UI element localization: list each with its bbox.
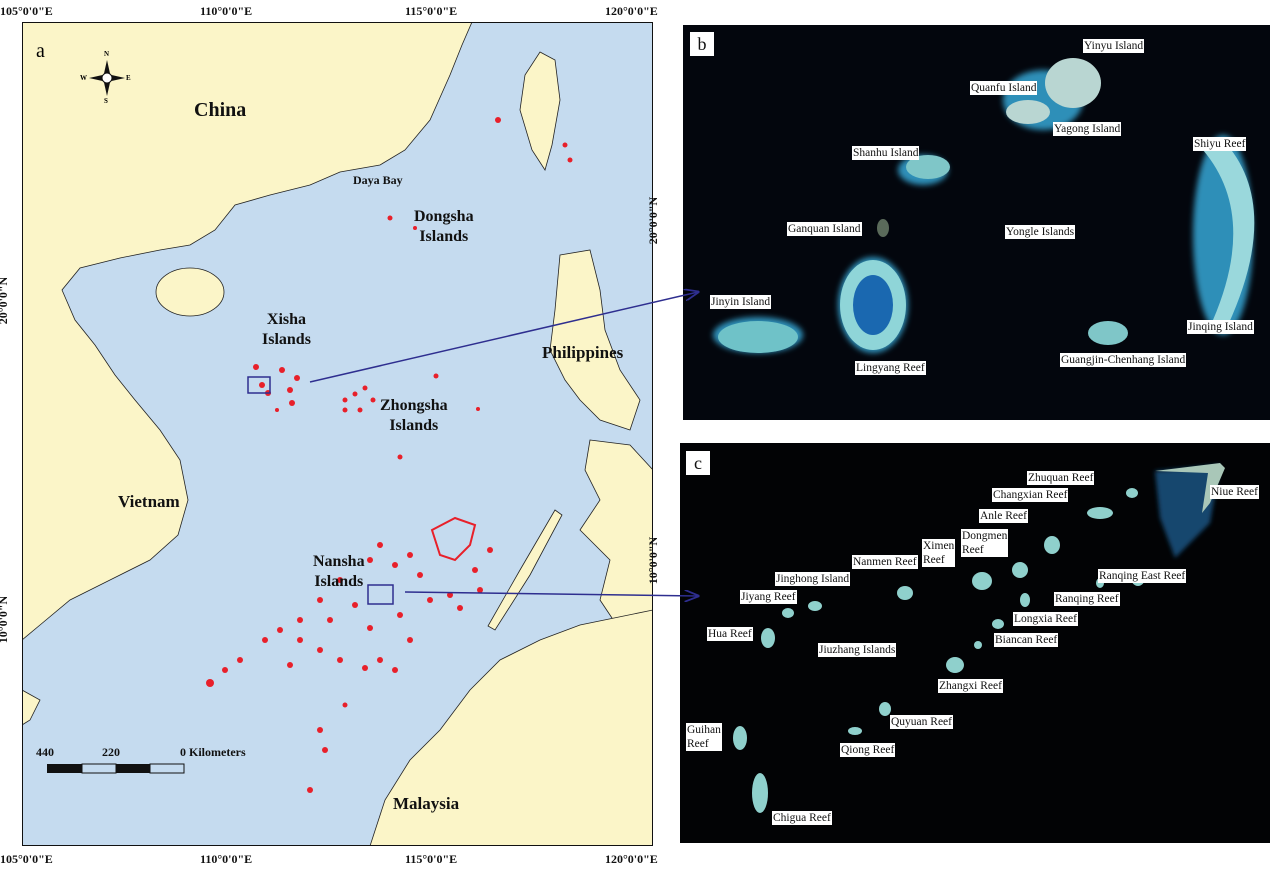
label-xisha: Xisha Islands xyxy=(262,311,311,348)
label-qiong-reef: Qiong Reef xyxy=(840,743,896,757)
xisha-selection-box xyxy=(247,376,271,394)
lat-tick-left-10: 10°0'0"N xyxy=(0,595,11,644)
label-dongmen-reef: Dongmen Reef xyxy=(961,529,1009,557)
lon-tick-bottom-115: 115°0'0"E xyxy=(405,852,458,866)
label-chigua-reef: Chigua Reef xyxy=(772,811,832,825)
label-zhangxi-reef: Zhangxi Reef xyxy=(938,679,1003,693)
panel-b-satellite-image: b Yinyu Island Quanfu Island Yagong Isla… xyxy=(683,25,1270,420)
compass-s: S xyxy=(104,97,108,105)
panel-c-satellite-image: c Zhuquan Reef Niue Reef Changxian Reef … xyxy=(680,443,1270,843)
label-yinyu-island: Yinyu Island xyxy=(1083,39,1145,53)
label-zhuquan-reef: Zhuquan Reef xyxy=(1027,471,1095,485)
label-china: China xyxy=(194,99,247,121)
cambodia-coast xyxy=(22,689,41,726)
compass-e: E xyxy=(126,74,131,82)
label-dongsha: Dongsha Islands xyxy=(414,208,474,245)
label-quanfu-island: Quanfu Island xyxy=(970,81,1038,95)
label-jinyin-island: Jinyin Island xyxy=(710,295,772,309)
label-jiyang-reef: Jiyang Reef xyxy=(740,590,797,604)
label-guangjin-chenhang-island: Guangjin-Chenhang Island xyxy=(1060,353,1187,367)
label-shiyu-reef: Shiyu Reef xyxy=(1193,137,1247,151)
label-quyuan-reef: Quyuan Reef xyxy=(890,715,953,729)
scale-label-440: 440 xyxy=(36,745,54,759)
label-ganquan-island: Ganquan Island xyxy=(787,222,862,236)
lon-tick-top-110: 110°0'0"E xyxy=(200,4,253,18)
taiwan-island xyxy=(519,51,561,171)
panel-b-letter: b xyxy=(690,32,714,56)
lon-tick-bottom-120: 120°0'0"E xyxy=(605,852,658,866)
south-china-sea-map xyxy=(22,22,653,846)
scale-bar xyxy=(47,763,185,774)
borneo-land xyxy=(369,609,653,846)
label-biancan-reef: Biancan Reef xyxy=(994,633,1059,647)
label-jinqing-island: Jinqing Island xyxy=(1187,320,1254,334)
lat-tick-left-20: 20°0'0"N xyxy=(0,276,11,325)
panel-c-lat-tick: 10°0'0"N xyxy=(646,536,661,585)
label-philippines: Philippines xyxy=(542,343,624,362)
panel-b-lat-tick: 20°0'0"N xyxy=(646,196,661,245)
compass-n: N xyxy=(104,50,110,58)
label-nansha: Nansha Islands xyxy=(313,553,365,590)
lon-tick-bottom-110: 110°0'0"E xyxy=(200,852,253,866)
lon-tick-top-120: 120°0'0"E xyxy=(605,4,658,18)
label-daya-bay: Daya Bay xyxy=(353,173,403,187)
label-ranqing-east-reef: Ranqing East Reef xyxy=(1098,569,1187,583)
label-zhongsha: Zhongsha Islands xyxy=(380,397,448,434)
lon-tick-top-105: 105°0'0"E xyxy=(0,4,53,18)
reef-outline-large xyxy=(430,516,477,562)
label-jiuzhang-islands: Jiuzhang Islands xyxy=(818,643,897,657)
label-longxia-reef: Longxia Reef xyxy=(1013,612,1078,626)
nansha-selection-box xyxy=(367,584,394,605)
panel-a-letter: a xyxy=(36,40,45,62)
label-ximen-reef: Ximen Reef xyxy=(922,539,956,567)
label-nanmen-reef: Nanmen Reef xyxy=(852,555,918,569)
philippine-islands xyxy=(579,439,653,641)
label-ranqing-reef: Ranqing Reef xyxy=(1054,592,1120,606)
label-anle-reef: Anle Reef xyxy=(979,509,1028,523)
label-yagong-island: Yagong Island xyxy=(1053,122,1122,136)
label-guihan-reef: Guihan Reef xyxy=(686,723,722,751)
lon-tick-top-115: 115°0'0"E xyxy=(405,4,458,18)
jiuzhang-reefs-imagery xyxy=(733,463,1225,813)
scale-label-220: 220 xyxy=(102,745,120,759)
scale-label-0-km: 0 Kilometers xyxy=(180,745,246,759)
compass-w: W xyxy=(80,74,87,82)
label-malaysia: Malaysia xyxy=(393,794,460,813)
label-lingyang-reef: Lingyang Reef xyxy=(855,361,926,375)
label-vietnam: Vietnam xyxy=(118,492,180,511)
label-changxian-reef: Changxian Reef xyxy=(992,488,1069,502)
label-shanhu-island: Shanhu Island xyxy=(852,146,920,160)
compass-rose-icon xyxy=(89,60,125,96)
lon-tick-bottom-105: 105°0'0"E xyxy=(0,852,53,866)
label-jinghong-island: Jinghong Island xyxy=(775,572,851,586)
mainland-land xyxy=(22,22,473,641)
hainan-island xyxy=(155,267,225,317)
reef-markers xyxy=(206,117,573,793)
panel-c-letter: c xyxy=(686,451,710,475)
label-hua-reef: Hua Reef xyxy=(707,627,753,641)
label-niue-reef: Niue Reef xyxy=(1210,485,1259,499)
palawan-island xyxy=(487,509,563,631)
label-yongle-islands: Yongle Islands xyxy=(1005,225,1076,239)
